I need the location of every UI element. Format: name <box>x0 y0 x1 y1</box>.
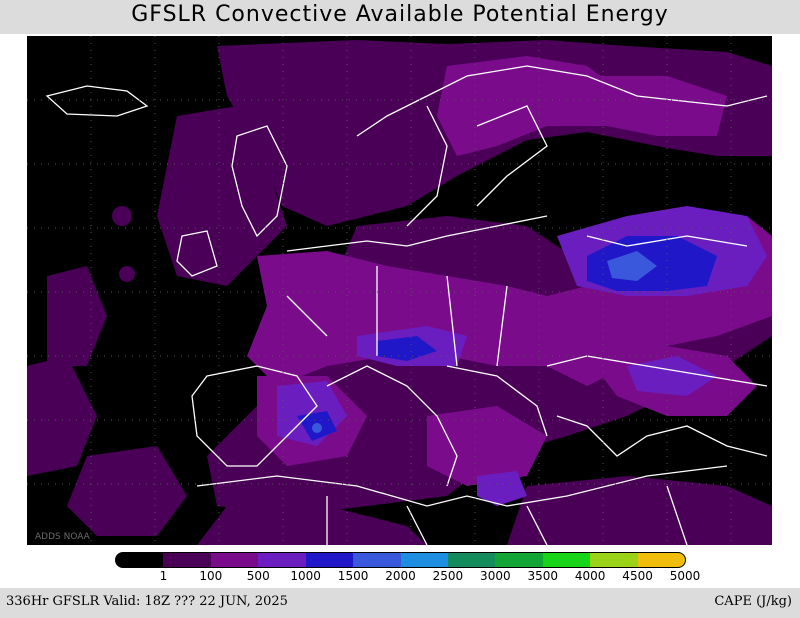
title-bar: GFSLR Convective Available Potential Ene… <box>0 0 800 34</box>
grid-lines <box>27 36 772 545</box>
footer-bar: 336Hr GFSLR Valid: 18Z ??? 22 JUN, 2025 … <box>0 588 800 618</box>
map-credit: ADDS NOAA <box>35 532 90 542</box>
colorbar-swatch <box>542 553 591 567</box>
colorbar-labels: 1 100 500 1000 1500 2000 2500 3000 3500 4000 4500 5… <box>0 569 800 585</box>
colorbar-tick-label: 4000 <box>574 569 606 583</box>
cape-region-1500-2000 <box>312 251 657 433</box>
chart-title: GFSLR Convective Available Potential Ene… <box>131 2 669 27</box>
colorbar-swatch <box>163 553 211 567</box>
colorbar-swatch <box>353 553 401 567</box>
coastlines <box>45 65 768 545</box>
colorbar-swatch <box>590 553 638 567</box>
colorbar-tick-label: 500 <box>246 569 270 583</box>
colorbar-swatch <box>637 553 685 567</box>
colorbar-tick-label: 4500 <box>622 569 653 583</box>
colorbar-swatch <box>305 553 354 567</box>
cape-map: ADDS NOAA <box>27 36 772 545</box>
colorbar-tick-label: 1000 <box>290 569 321 583</box>
colorbar-tick-label: 2000 <box>385 569 416 583</box>
valid-time-label: 336Hr GFSLR Valid: 18Z ??? 22 JUN, 2025 <box>6 594 288 609</box>
colorbar-swatch <box>447 553 496 567</box>
colorbar-tick-label: 1 <box>159 569 168 583</box>
colorbar-tick-label: 3500 <box>527 569 559 583</box>
colorbar-swatch <box>210 553 259 567</box>
colorbar-swatch <box>258 553 306 567</box>
units-label: CAPE (J/kg) <box>714 594 792 609</box>
colorbar-swatch <box>400 553 448 567</box>
colorbar-tick-label: 5000 <box>669 569 701 583</box>
colorbar-tick-label: 1500 <box>337 569 369 583</box>
colorbar-swatch <box>116 553 164 567</box>
colorbar-tick-label: 2500 <box>432 569 464 583</box>
cape-map-canvas <box>27 36 772 545</box>
colorbar-tick-label: 100 <box>199 569 223 583</box>
colorbar-swatch <box>495 553 543 567</box>
colorbar <box>115 552 686 568</box>
colorbar-tick-label: 3000 <box>480 569 511 583</box>
